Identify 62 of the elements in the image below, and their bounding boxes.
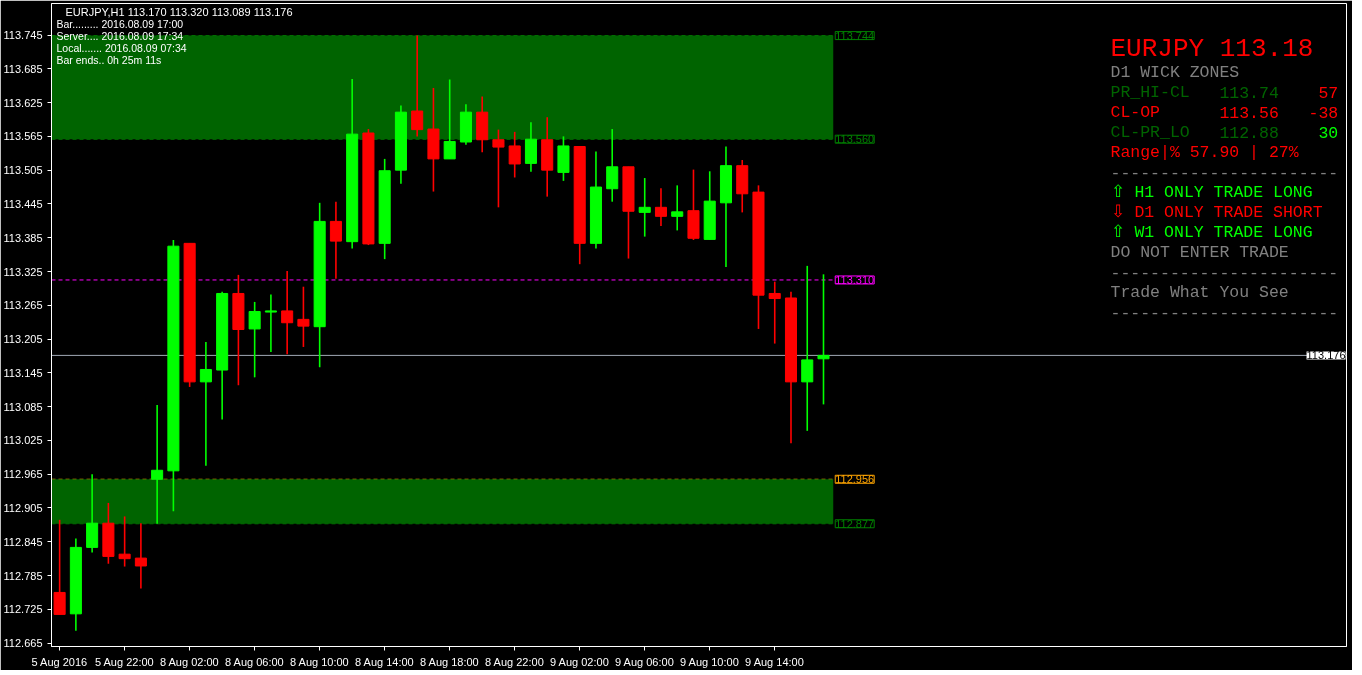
ref-line-label: 113.310 <box>835 273 875 286</box>
text: 57 <box>1318 84 1339 103</box>
y-tick-label: 113.625 <box>3 96 43 109</box>
annotation: Local....... 2016.08.09 07:34 <box>56 41 187 54</box>
text: 113.74 <box>1219 84 1279 103</box>
annotation: Bar ends.. 0h 25m 11s <box>56 53 162 66</box>
text: PR_HI-CL <box>1110 83 1190 102</box>
y-tick-label: 112.965 <box>3 468 43 481</box>
y-tick-label: 112.845 <box>3 535 43 548</box>
text: ----------------------- <box>1110 164 1339 183</box>
text: 30 <box>1318 124 1339 143</box>
text: Range|% 57.90 | 27% <box>1110 143 1299 162</box>
y-tick-label: 113.025 <box>3 434 43 447</box>
text: CL-PR_LO <box>1110 123 1190 142</box>
x-tick-label: 5 Aug 22:00 <box>94 655 154 668</box>
x-tick-label: 9 Aug 06:00 <box>615 655 674 668</box>
y-tick-label: 113.325 <box>3 265 43 278</box>
y-tick-label: 112.905 <box>3 501 43 514</box>
y-tick-label: 113.265 <box>3 299 43 312</box>
x-tick-label: 9 Aug 10:00 <box>680 655 739 668</box>
ref-line-label: 113.176 <box>1306 349 1346 362</box>
y-tick-label: 112.665 <box>3 637 43 650</box>
text: DO NOT ENTER TRADE <box>1110 243 1289 262</box>
y-tick-label: 113.385 <box>3 231 43 244</box>
x-tick-label: 8 Aug 22:00 <box>485 655 544 668</box>
x-tick-label: 8 Aug 14:00 <box>355 655 414 668</box>
y-tick-label: 112.785 <box>3 569 43 582</box>
x-tick-label: 8 Aug 02:00 <box>159 655 219 668</box>
y-tick-label: 113.565 <box>3 130 43 143</box>
annotation: Server.... 2016.08.09 17:34 <box>56 29 184 42</box>
text: -38 <box>1308 104 1339 123</box>
x-tick-label: 8 Aug 06:00 <box>224 655 284 668</box>
chart-title: EURJPY,H1 113.170 113.320 113.089 113.176 <box>65 5 293 18</box>
x-tick-label: 9 Aug 02:00 <box>550 655 609 668</box>
text: ⇧ H1 ONLY TRADE LONG <box>1110 183 1313 202</box>
text: ----------------------- <box>1110 264 1339 283</box>
text: 113.56 <box>1219 104 1279 123</box>
ref-line-label: 113.560 <box>835 133 875 146</box>
y-tick-label: 113.445 <box>3 197 43 210</box>
y-tick-label: 113.205 <box>3 333 43 346</box>
x-tick-label: 8 Aug 10:00 <box>290 655 349 668</box>
x-tick-label: 5 Aug 2016 <box>31 655 88 668</box>
y-tick-label: 113.085 <box>3 400 43 413</box>
y-tick-label: 113.145 <box>3 366 43 379</box>
text: 112.88 <box>1219 124 1279 143</box>
y-tick-label: 112.725 <box>3 603 43 616</box>
text: ⇩ D1 ONLY TRADE SHORT <box>1110 203 1323 222</box>
text: CL-OP <box>1110 103 1161 122</box>
x-tick-label: 8 Aug 18:00 <box>420 655 479 668</box>
text: ----------------------- <box>1110 304 1339 323</box>
text: ⇧ W1 ONLY TRADE LONG <box>1110 223 1313 242</box>
y-tick-label: 113.745 <box>3 29 43 42</box>
text: EURJPY 113.18 <box>1110 33 1314 64</box>
y-tick-label: 113.685 <box>3 62 43 75</box>
ref-line-label: 112.956 <box>835 473 875 486</box>
x-tick-label: 9 Aug 14:00 <box>745 655 804 668</box>
ref-line-label: 112.877 <box>835 517 875 530</box>
ref-line-label: 113.744 <box>835 29 875 42</box>
text: D1 WICK ZONES <box>1110 63 1240 82</box>
text: Trade What You See <box>1110 283 1289 302</box>
y-tick-label: 113.505 <box>3 164 43 177</box>
annotation: Bar......... 2016.08.09 17:00 <box>56 17 184 30</box>
